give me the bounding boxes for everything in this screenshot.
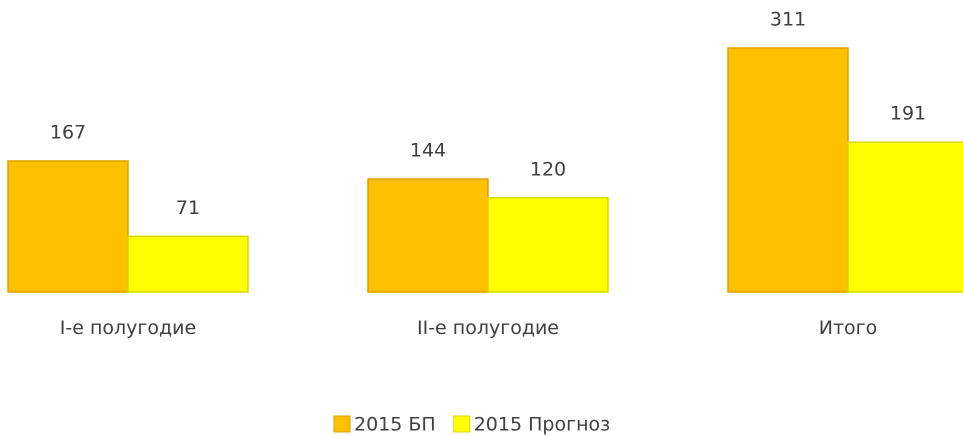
data-label: 167 xyxy=(50,121,86,143)
bar xyxy=(727,47,849,293)
x-tick-label: Итого xyxy=(818,317,878,339)
x-tick-label: II-e полугодие xyxy=(416,317,559,339)
bar xyxy=(127,235,249,293)
x-tick-label: I-e полугодие xyxy=(59,317,197,339)
legend-swatch xyxy=(333,415,351,433)
legend-label: 2015 Прогноз xyxy=(474,414,611,436)
legend-label: 2015 БП xyxy=(354,414,436,436)
legend-swatch xyxy=(453,415,471,433)
bar xyxy=(847,141,963,293)
data-label: 71 xyxy=(176,197,200,219)
bar xyxy=(487,197,609,293)
data-label: 191 xyxy=(890,103,926,125)
data-label: 144 xyxy=(410,140,446,162)
bar xyxy=(367,178,489,293)
data-label: 120 xyxy=(530,158,566,180)
bar xyxy=(7,160,129,293)
data-label: 311 xyxy=(770,9,806,31)
